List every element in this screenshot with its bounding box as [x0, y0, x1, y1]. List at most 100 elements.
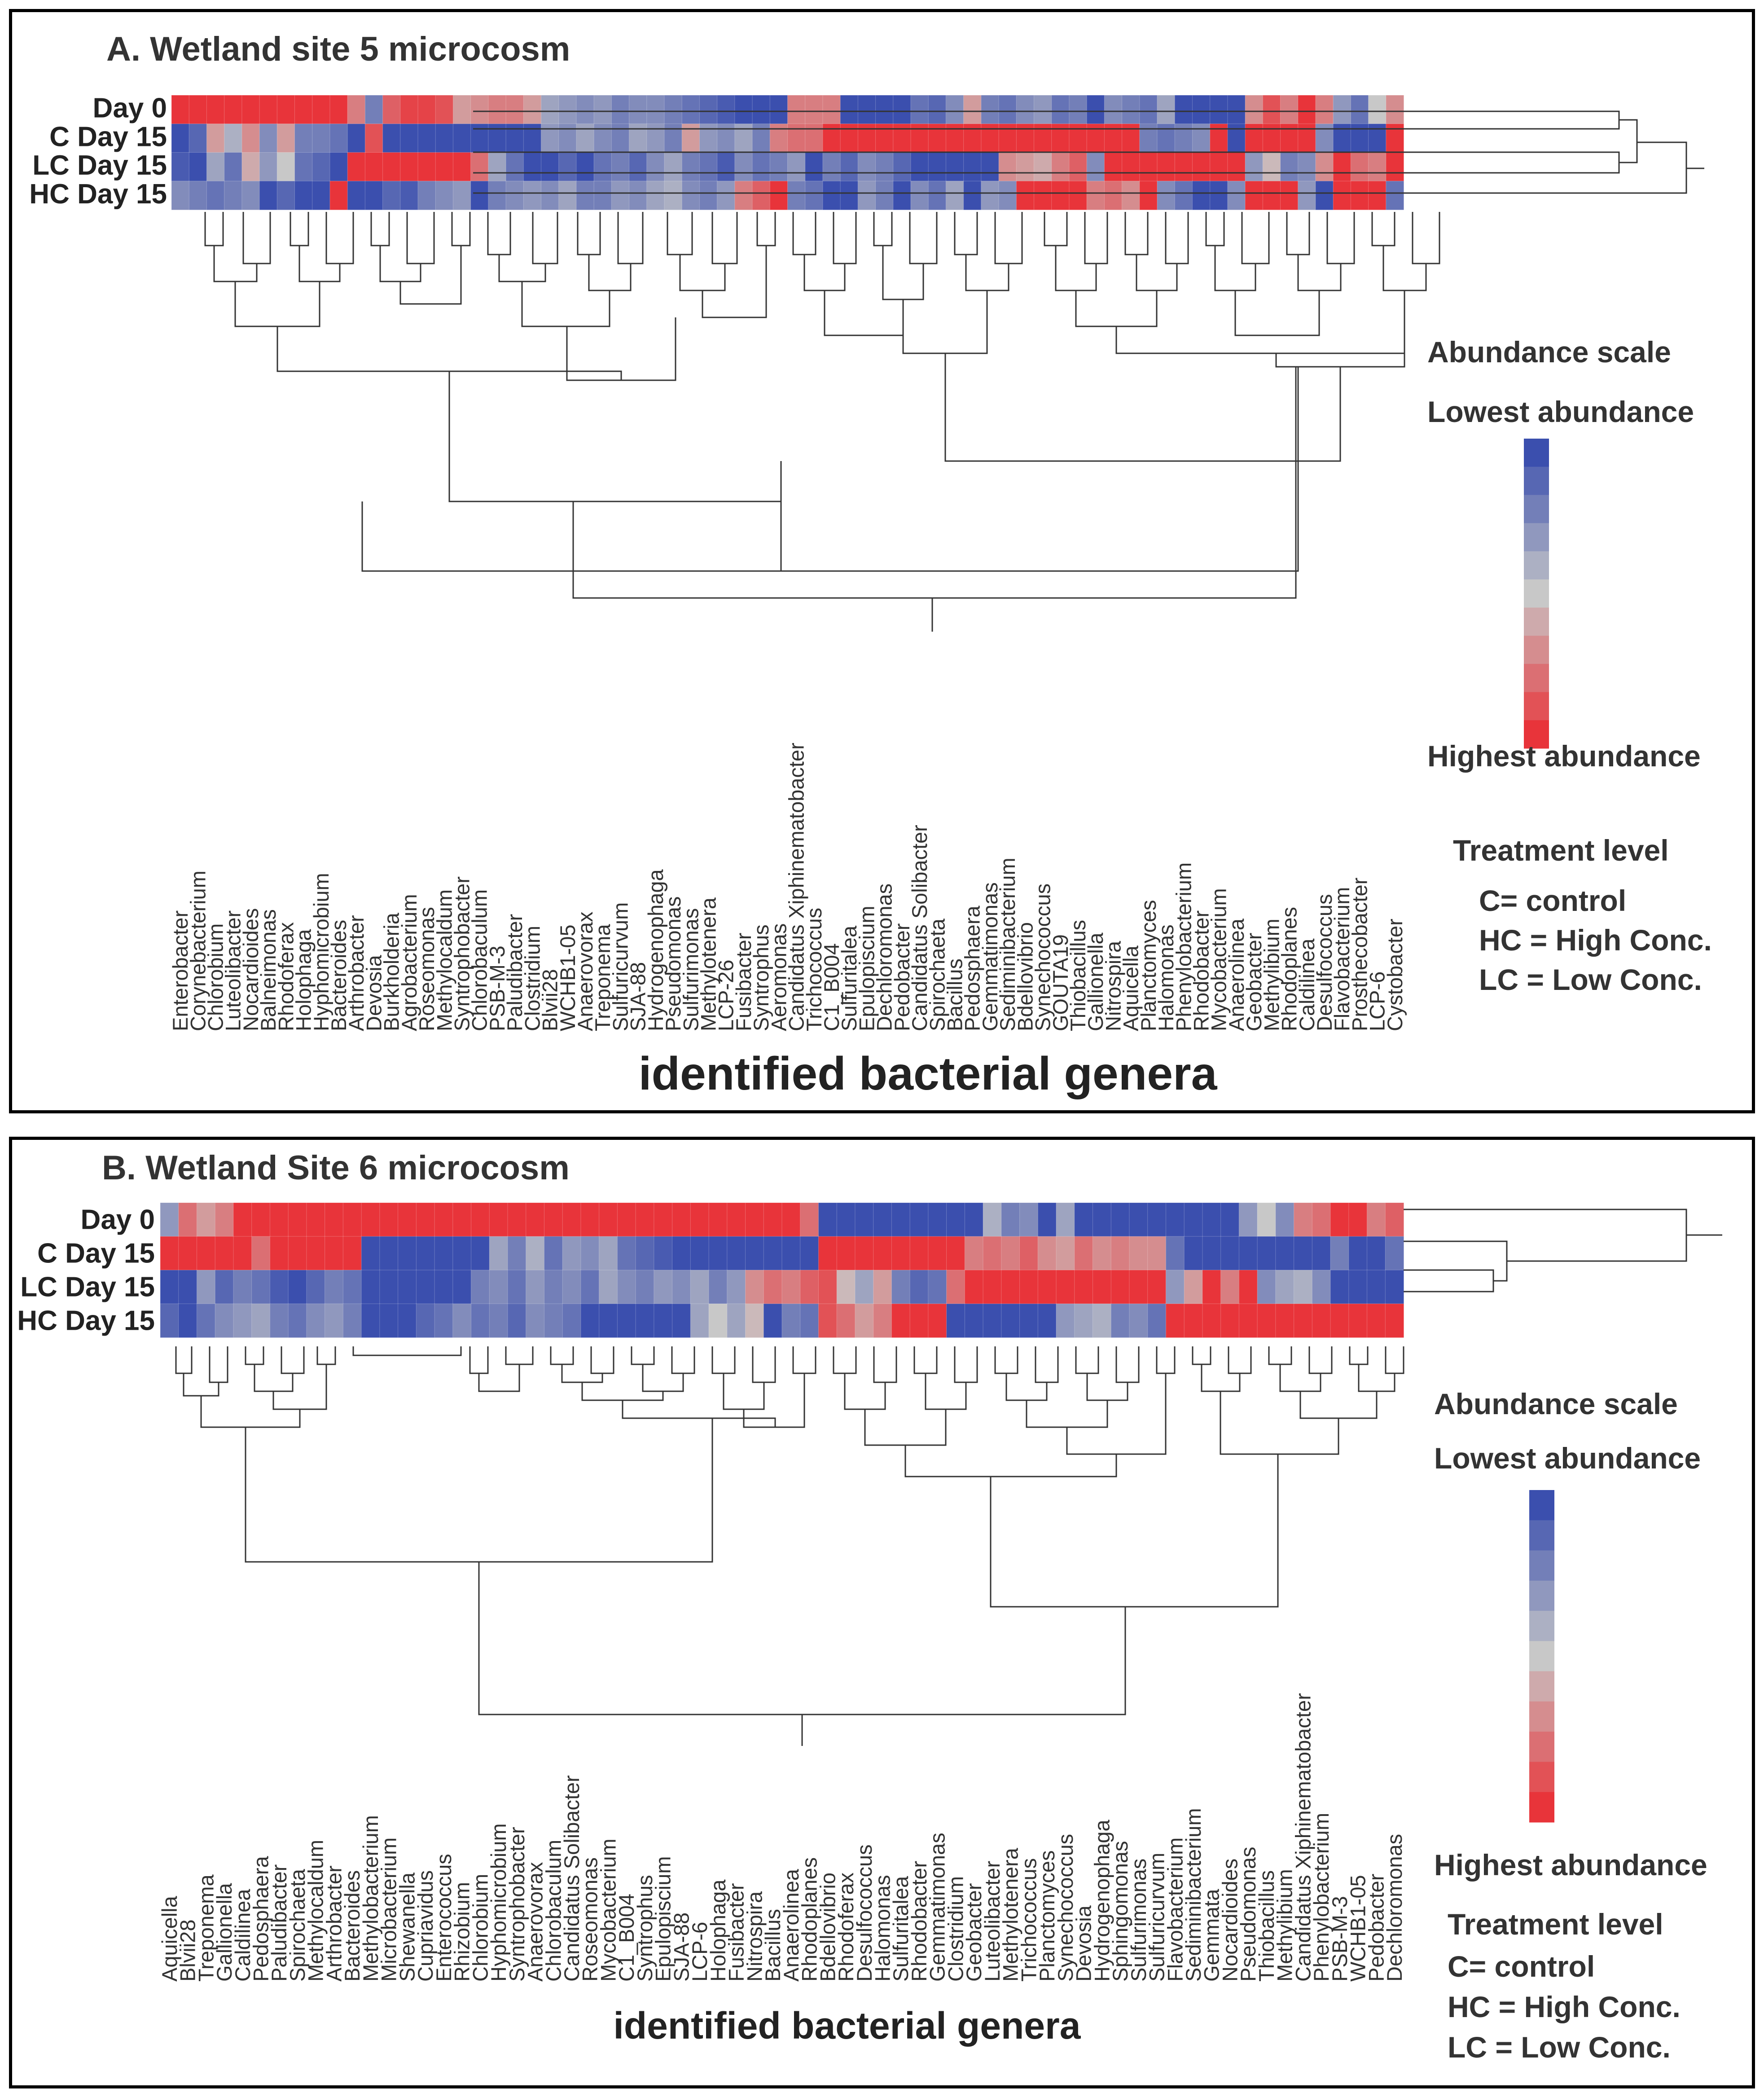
column-label: Enterobacter: [168, 910, 192, 1031]
heatmap-cell: [470, 180, 489, 211]
heatmap-cell: [1110, 1303, 1130, 1338]
heatmap-cell: [488, 152, 507, 182]
column-label: Bacteroides: [340, 1870, 364, 1982]
column-label: Halomonas: [1154, 924, 1178, 1031]
heatmap-cell: [1262, 123, 1281, 153]
heatmap-cell: [1037, 1270, 1057, 1305]
heatmap-cell: [206, 123, 225, 153]
heatmap-cell: [1110, 1270, 1130, 1305]
heatmap-cell: [873, 1303, 892, 1338]
heatmap-cell: [1184, 1236, 1203, 1271]
heatmap-cell: [233, 1236, 252, 1271]
heatmap-cell: [1367, 1236, 1386, 1271]
x-axis-label-a: identified bacterial genera: [639, 1048, 1218, 1100]
heatmap-cell: [398, 1303, 417, 1338]
heatmap-cell: [1333, 123, 1352, 153]
column-label: Pseudomonas: [661, 897, 685, 1031]
heatmap-cell: [576, 180, 595, 211]
heatmap-cell: [1280, 95, 1299, 124]
heatmap-cell: [1093, 1202, 1112, 1237]
heatmap-cell: [654, 1202, 673, 1237]
heatmap-cell: [269, 1303, 289, 1338]
heatmap-cell: [1001, 1236, 1020, 1271]
legend-title-b: Abundance scale: [1434, 1387, 1678, 1420]
heatmap-cell: [769, 180, 788, 211]
column-label: Rhodoplanes: [1277, 907, 1301, 1031]
column-labels-a: EnterobacterCorynebacteriumChlorobiumLut…: [168, 743, 1407, 1031]
heatmap-cell: [1086, 123, 1105, 153]
heatmap-cell: [471, 1236, 490, 1271]
treatment-line-low-a: LC = Low Conc.: [1479, 963, 1702, 996]
heatmap-cell: [347, 95, 366, 124]
heatmap-cell: [269, 1236, 289, 1271]
heatmap-cell: [1184, 1270, 1203, 1305]
heatmap-cell: [1385, 1202, 1404, 1237]
heatmap-cell: [873, 1236, 892, 1271]
heatmap-cell: [379, 1236, 399, 1271]
column-label: Aquicella: [1119, 945, 1143, 1031]
column-label: Methylotenera: [999, 1847, 1022, 1982]
heatmap-cell: [523, 180, 542, 211]
heatmap-cell: [160, 1236, 179, 1271]
legend-swatch: [1524, 579, 1549, 608]
heatmap-cell: [259, 123, 278, 153]
heatmap-cell: [160, 1303, 179, 1338]
heatmap-cell: [541, 152, 559, 182]
column-label: Dechloromonas: [1382, 1834, 1406, 1982]
column-label: Paludibacter: [503, 914, 527, 1031]
heatmap-cell: [1019, 1202, 1039, 1237]
heatmap-cell: [160, 1202, 179, 1237]
heatmap-cell: [1367, 1202, 1386, 1237]
heatmap-cell: [681, 180, 700, 211]
row-label: C Day 15: [49, 122, 167, 153]
column-label: Mycobacterium: [597, 1838, 620, 1982]
heatmap-cell: [891, 1270, 911, 1305]
heatmap-cell: [654, 1303, 673, 1338]
heatmap-cell: [1051, 180, 1070, 211]
heatmap-cell: [1298, 180, 1316, 211]
heatmap-cell: [946, 1270, 965, 1305]
heatmap-cell: [963, 123, 982, 153]
heatmap-cell: [855, 1303, 874, 1338]
heatmap-cell: [1386, 152, 1404, 182]
heatmap-cell: [1129, 1236, 1148, 1271]
heatmap-cell: [294, 95, 313, 124]
heatmap-cell: [329, 152, 348, 182]
heatmap-cell: [471, 1303, 490, 1338]
heatmap-cell: [342, 1236, 362, 1271]
column-label: Flavobacterium: [1163, 1838, 1187, 1982]
heatmap-cell: [752, 95, 771, 124]
heatmap-cell: [998, 123, 1017, 153]
heatmap-cell: [1037, 1202, 1057, 1237]
heatmap-cell: [580, 1303, 600, 1338]
heatmap-cell: [269, 1270, 289, 1305]
heatmap-cell: [928, 123, 947, 153]
column-label: Chlorobaculum: [468, 889, 491, 1031]
heatmap-cell: [1367, 1270, 1386, 1305]
column-label: Epulopiscium: [651, 1856, 675, 1982]
heatmap-cell: [364, 152, 383, 182]
heatmap-cell: [836, 1303, 856, 1338]
heatmap-cell: [745, 1270, 764, 1305]
heatmap-cell: [734, 123, 753, 153]
heatmap-cell: [769, 152, 788, 182]
heatmap-cell: [382, 180, 401, 211]
column-label: Desulfococcus: [1312, 894, 1336, 1031]
column-label: Candidatus Xiphinematobacter: [1291, 1693, 1315, 1982]
column-label: Balneimonas: [256, 909, 280, 1031]
column-label: Spirochaeta: [285, 1868, 309, 1982]
column-label: Phenylobacterium: [1172, 862, 1195, 1031]
heatmap-cell: [251, 1236, 271, 1271]
heatmap-cell: [805, 152, 824, 182]
heatmap-cell: [1074, 1236, 1093, 1271]
column-label: Thiobacillus: [1255, 1870, 1278, 1982]
heatmap-cell: [998, 180, 1017, 211]
heatmap-cell: [763, 1270, 783, 1305]
heatmap-cell: [646, 152, 665, 182]
heatmap-cell: [1262, 180, 1281, 211]
heatmap-cell: [1192, 180, 1211, 211]
legend-swatch: [1529, 1762, 1554, 1793]
heatmap-cell: [171, 95, 190, 124]
heatmap-cell: [562, 1202, 582, 1237]
